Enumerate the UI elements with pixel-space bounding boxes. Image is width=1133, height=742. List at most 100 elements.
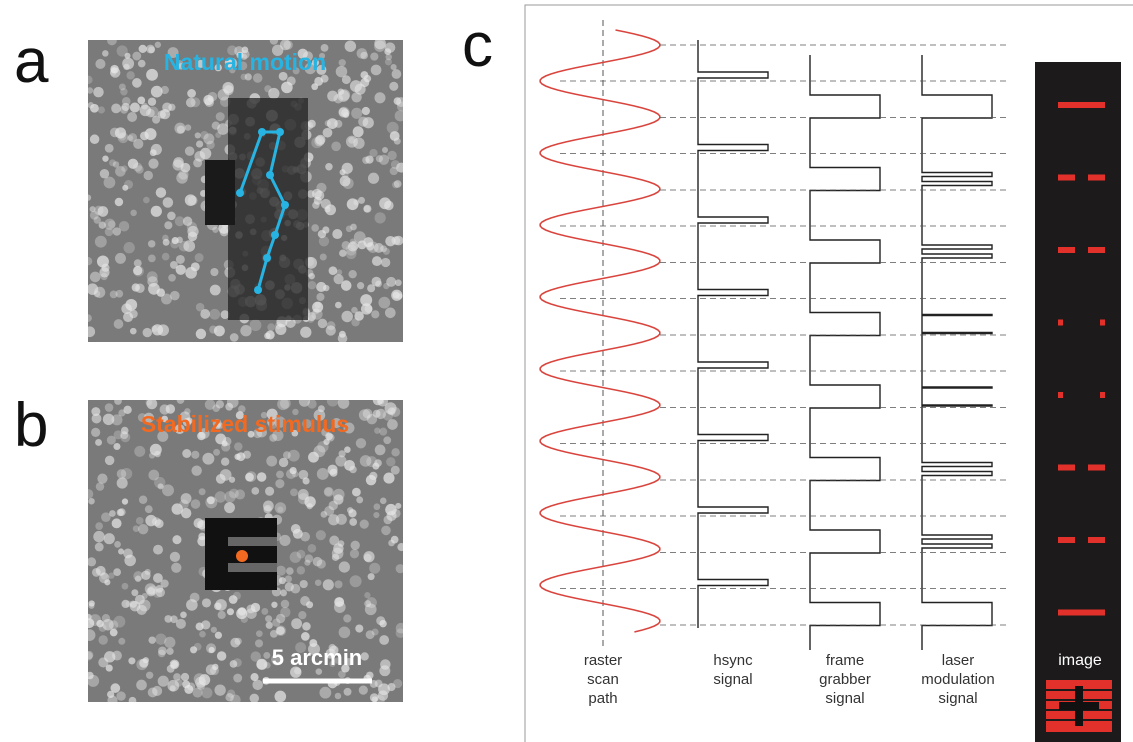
cone bbox=[155, 42, 161, 48]
cone bbox=[221, 457, 229, 465]
cone bbox=[89, 600, 95, 606]
cone bbox=[366, 456, 377, 467]
cone bbox=[222, 440, 228, 446]
cone bbox=[188, 232, 198, 242]
cone bbox=[291, 618, 302, 629]
cone bbox=[104, 177, 116, 189]
cone bbox=[335, 693, 342, 700]
cone bbox=[243, 451, 251, 459]
cone bbox=[93, 531, 104, 542]
cone bbox=[162, 484, 174, 496]
cone bbox=[187, 89, 196, 98]
cone bbox=[227, 608, 234, 615]
cone bbox=[265, 487, 274, 496]
cone bbox=[217, 651, 226, 660]
column-label: hsync bbox=[713, 652, 753, 669]
cone bbox=[337, 90, 349, 102]
cone bbox=[325, 204, 336, 215]
cone bbox=[391, 64, 397, 70]
cone bbox=[373, 410, 381, 418]
cone bbox=[390, 131, 400, 141]
cone bbox=[268, 88, 279, 99]
cone bbox=[127, 112, 137, 122]
cone bbox=[277, 506, 283, 512]
cone bbox=[336, 269, 342, 275]
cone bbox=[318, 319, 327, 328]
cone bbox=[144, 171, 153, 180]
cone bbox=[380, 245, 387, 252]
cone bbox=[182, 449, 191, 458]
cone bbox=[391, 448, 399, 456]
cone bbox=[266, 330, 275, 339]
cone bbox=[308, 281, 317, 290]
cone bbox=[101, 512, 111, 522]
frame-grabber-signal bbox=[810, 55, 880, 650]
cone bbox=[323, 128, 333, 138]
column-label: grabber bbox=[819, 671, 871, 688]
column-label: signal bbox=[938, 690, 977, 707]
cone bbox=[203, 95, 213, 105]
cone bbox=[246, 471, 257, 482]
cone bbox=[323, 285, 329, 291]
cone bbox=[213, 449, 220, 456]
cone bbox=[182, 680, 190, 688]
cone bbox=[102, 50, 109, 57]
cone bbox=[146, 672, 153, 679]
cone bbox=[102, 619, 113, 630]
column-label: path bbox=[588, 690, 617, 707]
cone bbox=[148, 98, 156, 106]
cone bbox=[115, 198, 123, 206]
column-label: scan bbox=[587, 671, 619, 688]
image-dash bbox=[1088, 247, 1105, 253]
cone bbox=[128, 657, 135, 664]
cone bbox=[297, 566, 305, 574]
image-dash bbox=[1088, 175, 1105, 181]
cone bbox=[392, 181, 399, 188]
cone bbox=[356, 438, 366, 448]
cone bbox=[173, 673, 181, 681]
cone bbox=[352, 488, 361, 497]
cone bbox=[147, 271, 158, 282]
cone bbox=[326, 325, 336, 335]
cone bbox=[315, 579, 322, 586]
cone bbox=[275, 324, 286, 335]
cone bbox=[230, 333, 239, 342]
cone bbox=[152, 686, 162, 696]
cone bbox=[379, 428, 387, 436]
cone bbox=[84, 326, 95, 337]
image-panel bbox=[1035, 62, 1121, 742]
cone bbox=[158, 676, 169, 687]
cone bbox=[214, 602, 222, 610]
cone bbox=[172, 535, 181, 544]
cone bbox=[215, 491, 226, 502]
cone bbox=[84, 314, 92, 322]
cone bbox=[224, 502, 235, 513]
cone bbox=[210, 268, 218, 276]
cone bbox=[379, 197, 391, 209]
cone bbox=[380, 659, 391, 670]
cone bbox=[298, 493, 309, 504]
cone bbox=[300, 580, 308, 588]
cone bbox=[370, 693, 379, 702]
cone bbox=[210, 285, 221, 296]
cone bbox=[257, 472, 267, 482]
cone bbox=[339, 561, 350, 572]
image-label: image bbox=[1058, 652, 1102, 669]
cone bbox=[321, 511, 328, 518]
cone bbox=[320, 253, 327, 260]
cone bbox=[90, 134, 100, 144]
cone bbox=[351, 108, 362, 119]
cone bbox=[323, 579, 334, 590]
cone bbox=[124, 180, 133, 189]
cone bbox=[364, 592, 370, 598]
cone bbox=[202, 453, 214, 465]
cone bbox=[350, 80, 362, 92]
cone bbox=[114, 616, 126, 628]
cone bbox=[319, 687, 331, 699]
cone bbox=[280, 398, 291, 409]
cone bbox=[122, 58, 134, 70]
cone bbox=[322, 226, 329, 233]
cone bbox=[83, 489, 93, 499]
cone bbox=[340, 169, 346, 175]
cone bbox=[114, 397, 122, 405]
